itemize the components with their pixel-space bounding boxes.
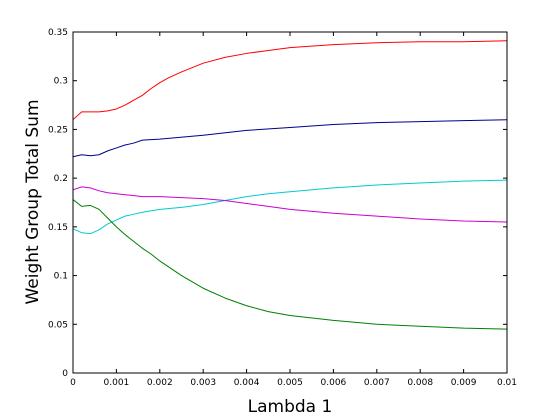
x-tick-label-6: 0.006 [321, 378, 347, 388]
y-tick-label-1: 0.05 [48, 320, 68, 330]
y-tick-label-4: 0.2 [54, 174, 68, 184]
x-tick-label-0: 0 [70, 378, 76, 388]
y-tick-label-3: 0.15 [48, 223, 68, 233]
x-tick-label-9: 0.009 [451, 378, 477, 388]
y-tick-label-2: 0.1 [54, 272, 68, 282]
x-tick-label-4: 0.004 [234, 378, 260, 388]
x-tick-label-8: 0.008 [407, 378, 433, 388]
y-tick-label-5: 0.25 [48, 125, 68, 135]
x-tick-label-10: 0.01 [497, 378, 517, 388]
y-tick-label-6: 0.3 [54, 77, 68, 87]
x-tick-label-7: 0.007 [364, 378, 390, 388]
x-tick-label-3: 0.003 [190, 378, 216, 388]
x-tick-label-1: 0.001 [104, 378, 130, 388]
y-tick-label-7: 0.35 [48, 28, 68, 38]
x-tick-label-2: 0.002 [147, 378, 173, 388]
x-axis-label: Lambda 1 [248, 397, 333, 417]
y-axis-label: Weight Group Total Sum [23, 99, 43, 304]
y-tick-label-0: 0 [62, 369, 68, 379]
x-tick-label-5: 0.005 [277, 378, 303, 388]
